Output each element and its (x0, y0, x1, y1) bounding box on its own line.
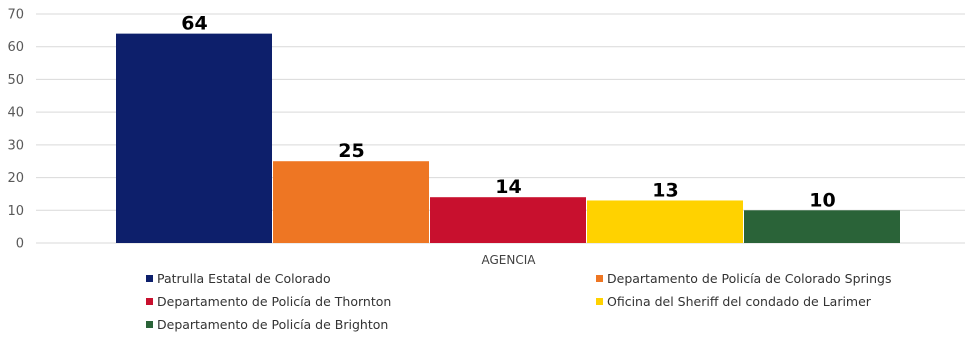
data-label: 25 (338, 140, 364, 162)
legend-item: Oficina del Sheriff del condado de Larim… (596, 294, 872, 309)
bar (116, 33, 272, 243)
legend-item: Patrulla Estatal de Colorado (146, 271, 331, 286)
y-tick-label: 0 (16, 237, 24, 252)
data-label: 10 (809, 189, 835, 211)
bar (430, 197, 586, 243)
data-label: 14 (495, 176, 521, 198)
legend-swatch (146, 321, 153, 328)
y-tick-label: 40 (7, 106, 24, 121)
legend-swatch (146, 275, 153, 282)
y-tick-label: 30 (7, 138, 24, 153)
y-tick-label: 60 (7, 40, 24, 55)
y-axis: 0 10 20 30 40 50 60 70 (7, 8, 24, 252)
legend-label: Oficina del Sheriff del condado de Larim… (607, 294, 872, 309)
bar (273, 161, 429, 243)
legend-item: Departamento de Policía de Thornton (146, 294, 391, 309)
legend-label: Departamento de Policía de Colorado Spri… (607, 271, 892, 286)
legend-label: Departamento de Policía de Brighton (157, 317, 388, 332)
y-tick-label: 70 (7, 8, 24, 23)
legend-label: Patrulla Estatal de Colorado (157, 271, 331, 286)
legend-swatch (146, 298, 153, 305)
legend-swatch (596, 275, 603, 282)
bars (116, 33, 900, 243)
y-tick-label: 50 (7, 73, 24, 88)
data-labels: 64 25 14 13 10 (181, 13, 835, 212)
data-label: 13 (652, 179, 678, 201)
x-category-label: AGENCIA (482, 253, 537, 267)
legend-swatch (596, 298, 603, 305)
bar (744, 210, 900, 243)
legend-item: Departamento de Policía de Colorado Spri… (596, 271, 892, 286)
y-tick-label: 10 (7, 204, 24, 219)
y-tick-label: 20 (7, 171, 24, 186)
legend-label: Departamento de Policía de Thornton (157, 294, 391, 309)
bar (587, 200, 743, 243)
legend: Patrulla Estatal de Colorado Departamento… (146, 271, 892, 332)
data-label: 64 (181, 13, 207, 35)
legend-item: Departamento de Policía de Brighton (146, 317, 388, 332)
